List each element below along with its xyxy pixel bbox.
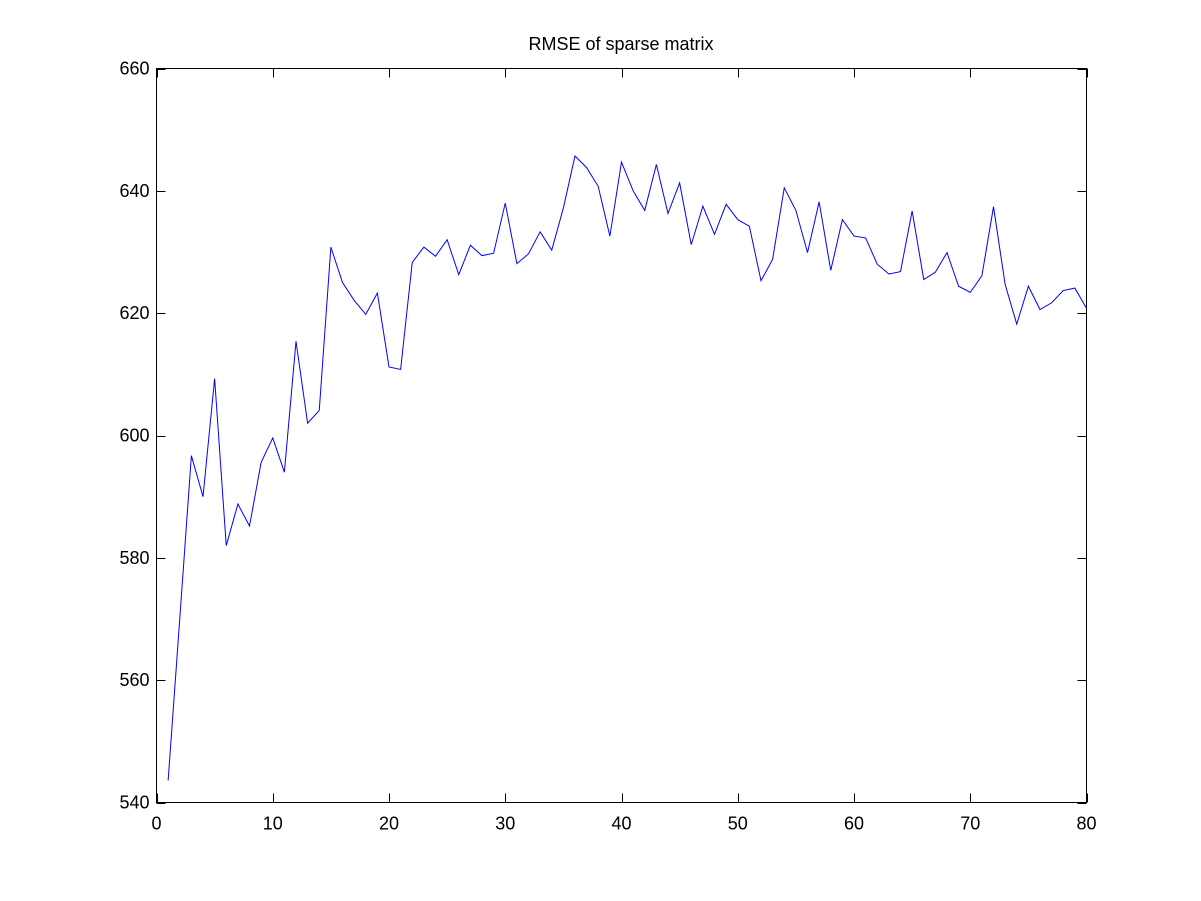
y-tick-label: 580: [119, 548, 149, 568]
y-tick-label: 560: [119, 670, 149, 690]
y-tick-label: 640: [119, 181, 149, 201]
y-tick-label: 620: [119, 303, 149, 323]
x-tick-label: 30: [495, 814, 515, 834]
axis-ticks: [156, 68, 1088, 804]
x-tick-label: 60: [844, 814, 864, 834]
x-tick-label: 50: [728, 814, 748, 834]
rmse-series-line: [167, 154, 1087, 781]
x-tick-label: 70: [960, 814, 980, 834]
tick-labels: 0 10 20 30 40 50 60 70 80 540 560 580 600 620 640 660: [119, 59, 1096, 834]
plot-frame: [156, 68, 1087, 803]
x-tick-label: 10: [263, 814, 283, 834]
x-tick-label: 20: [379, 814, 399, 834]
y-tick-label: 660: [119, 59, 149, 79]
y-tick-label: 600: [119, 426, 149, 446]
chart-title: RMSE of sparse matrix: [528, 34, 713, 54]
x-tick-label: 0: [151, 814, 161, 834]
x-tick-label: 40: [611, 814, 631, 834]
x-tick-label: 80: [1076, 814, 1096, 834]
y-tick-label: 540: [119, 793, 149, 813]
